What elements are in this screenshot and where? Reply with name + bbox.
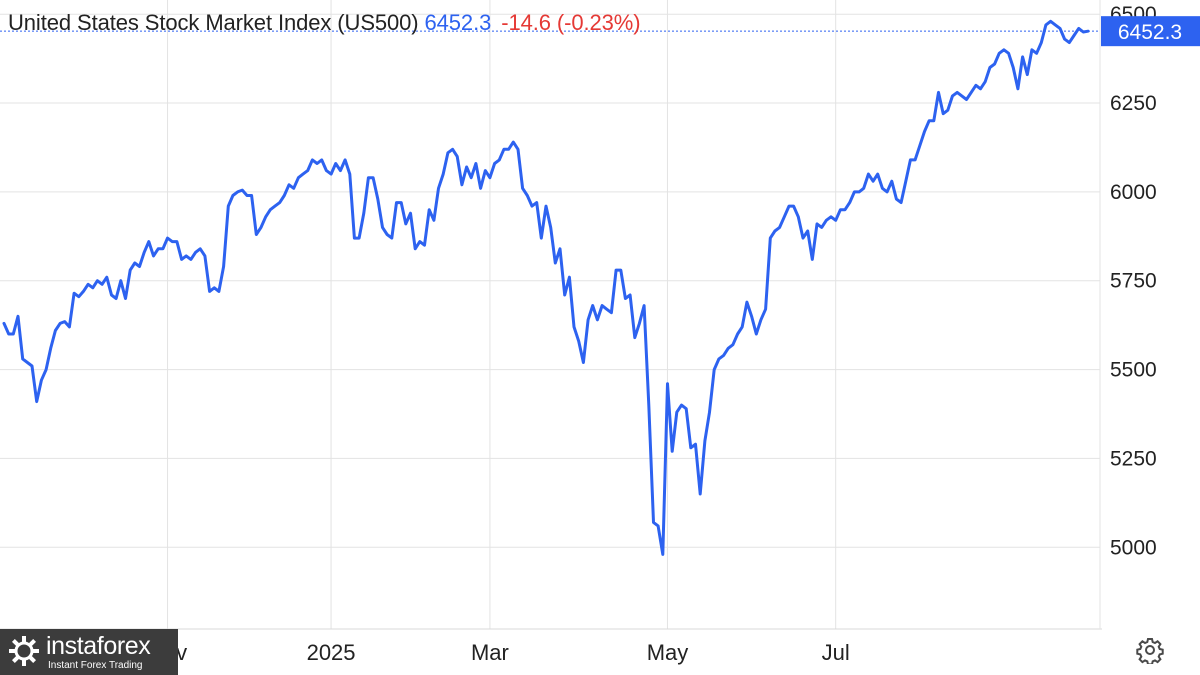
instaforex-logo-icon — [9, 636, 39, 666]
x-tick-label: Mar — [471, 640, 509, 665]
price-change: -14.6 (-0.23%) — [501, 10, 641, 35]
watermark: instaforex Instant Forex Trading — [0, 629, 178, 675]
chart-title: United States Stock Market Index (US500) — [8, 10, 419, 35]
x-axis-ticks: Nov2025MarMayJul — [148, 640, 850, 665]
y-tick-label: 5750 — [1110, 270, 1157, 293]
y-tick-label: 5500 — [1110, 359, 1157, 382]
last-price-tag-bg — [1101, 16, 1200, 47]
gear-icon[interactable] — [1136, 636, 1164, 664]
x-tick-label: Jul — [822, 640, 850, 665]
y-tick-label: 5250 — [1110, 447, 1157, 470]
last-price-tag-label: 6452.3 — [1118, 21, 1182, 44]
watermark-brand: instaforex — [46, 632, 151, 660]
last-price-tag: 6452.3 — [1101, 16, 1200, 47]
x-tick-label: May — [647, 640, 689, 665]
y-tick-label: 6000 — [1110, 181, 1157, 204]
y-tick-label: 5000 — [1110, 536, 1157, 559]
chart-title-bar: United States Stock Market Index (US500)… — [8, 10, 641, 36]
current-price: 6452.3 — [424, 10, 492, 35]
watermark-tagline: Instant Forex Trading — [48, 660, 143, 671]
series-line-us500 — [2, 19, 1090, 556]
y-tick-label: 6250 — [1110, 92, 1157, 115]
x-tick-label: 2025 — [307, 640, 356, 665]
chart-grid — [0, 0, 1100, 629]
